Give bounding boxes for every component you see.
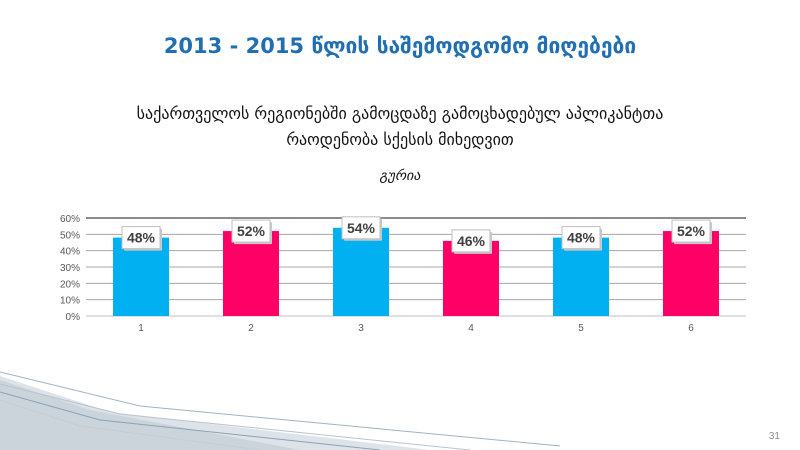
bar: [223, 231, 279, 316]
chart-subtitle: საქართველოს რეგიონებში გამოცდაზე გამოცხა…: [60, 101, 740, 153]
data-label-box: [341, 216, 381, 240]
subtitle-line-1: საქართველოს რეგიონებში გამოცდაზე გამოცხა…: [136, 104, 664, 123]
data-label: 48%: [127, 230, 156, 246]
subtitle-line-2: რაოდენობა სქესის მიხედვით: [286, 130, 514, 149]
data-label-box: [561, 226, 601, 250]
y-tick-label: 40%: [60, 247, 80, 258]
page-number: 31: [768, 431, 780, 442]
y-tick-label: 30%: [60, 263, 80, 274]
data-label: 52%: [237, 223, 266, 239]
x-tick-label: 3: [358, 323, 364, 334]
y-tick-label: 60%: [60, 214, 80, 225]
data-label: 48%: [567, 230, 596, 246]
x-tick-label: 1: [138, 323, 144, 334]
data-label: 52%: [677, 223, 706, 239]
bar: [113, 237, 169, 316]
data-label: 54%: [347, 220, 376, 236]
data-label-box: [121, 226, 161, 250]
region-label: გურია: [379, 168, 421, 184]
bar: [553, 237, 609, 316]
bar: [333, 227, 389, 316]
slide-title: 2013 - 2015 წლის საშემოდგომო მიღებები: [163, 34, 637, 58]
y-tick-label: 20%: [60, 279, 80, 290]
x-tick-label: 2: [248, 323, 254, 334]
data-label-box: [231, 219, 271, 243]
x-tick-label: 5: [578, 323, 584, 334]
y-tick-label: 10%: [60, 296, 80, 307]
data-label-box: [451, 229, 491, 253]
data-label: 46%: [457, 233, 486, 249]
bar: [663, 231, 719, 316]
x-tick-label: 6: [688, 323, 694, 334]
data-label-box: [671, 219, 711, 243]
y-tick-label: 0%: [66, 312, 81, 323]
x-tick-label: 4: [468, 323, 474, 334]
y-tick-label: 50%: [60, 230, 80, 241]
